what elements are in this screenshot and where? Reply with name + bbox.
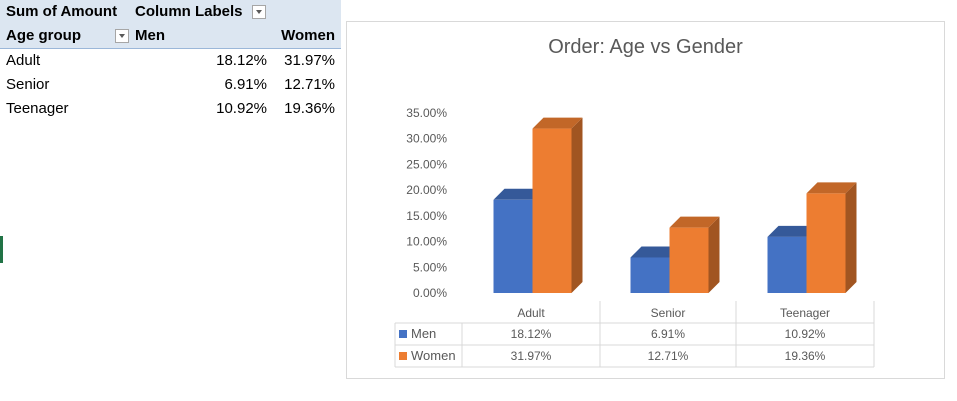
row-label: Teenager: [6, 100, 69, 117]
pivot-table: Sum of Amount Column Labels Age group Me…: [0, 0, 341, 121]
legend-label-men: Men: [411, 326, 436, 341]
column-labels-filter-dropdown[interactable]: [252, 5, 266, 19]
men-column-header: Men: [135, 27, 165, 44]
category-label: Teenager: [780, 306, 830, 320]
y-tick-label: 10.00%: [406, 235, 447, 249]
data-table-value: 10.92%: [785, 327, 826, 341]
women-value: 12.71%: [284, 76, 335, 93]
data-table-value: 31.97%: [511, 349, 552, 363]
legend-key-men: [399, 330, 407, 338]
bar-women-teenager[interactable]: [806, 182, 857, 293]
table-row: Teenager 10.92% 19.36%: [0, 97, 341, 121]
table-row: Senior 6.91% 12.71%: [0, 73, 341, 97]
data-table-value: 18.12%: [511, 327, 552, 341]
y-tick-label: 20.00%: [406, 183, 447, 197]
sum-of-amount-label: Sum of Amount: [6, 3, 118, 20]
category-label: Adult: [517, 306, 545, 320]
selection-indicator: [0, 236, 3, 263]
data-table-value: 19.36%: [785, 349, 826, 363]
table-row: Adult 18.12% 31.97%: [0, 49, 341, 73]
column-labels-label: Column Labels: [135, 3, 243, 20]
y-tick-label: 15.00%: [406, 209, 447, 223]
y-tick-label: 30.00%: [406, 132, 447, 146]
bar-women-senior[interactable]: [669, 216, 720, 293]
y-tick-label: 5.00%: [413, 260, 447, 274]
data-table-value: 12.71%: [648, 349, 689, 363]
y-tick-label: 25.00%: [406, 157, 447, 171]
y-tick-label: 35.00%: [406, 106, 447, 120]
pivot-header-row-1: Sum of Amount Column Labels: [0, 0, 341, 24]
age-group-label: Age group: [6, 27, 81, 44]
data-table-value: 6.91%: [651, 327, 685, 341]
legend-key-women: [399, 352, 407, 360]
row-label: Senior: [6, 76, 50, 93]
chart-title: Order: Age vs Gender: [548, 36, 743, 58]
pivot-chart[interactable]: Order: Age vs Gender 0.00% 5.00% 10.00% 15.…: [346, 21, 945, 379]
legend-label-women: Women: [411, 348, 456, 363]
men-value: 6.91%: [224, 76, 267, 93]
women-value: 31.97%: [284, 52, 335, 69]
age-group-filter-dropdown[interactable]: [115, 29, 129, 43]
y-tick-label: 0.00%: [413, 286, 447, 300]
men-value: 18.12%: [216, 52, 267, 69]
women-value: 19.36%: [284, 100, 335, 117]
category-label: Senior: [651, 306, 686, 320]
men-value: 10.92%: [216, 100, 267, 117]
bar-women-adult[interactable]: [532, 117, 583, 293]
chart-plot: 0.00% 5.00% 10.00% 15.00% 20.00% 25.00% 30.00%…: [394, 106, 875, 368]
pivot-header-row-2: Age group Men Women: [0, 24, 341, 49]
women-column-header: Women: [281, 27, 335, 44]
row-label: Adult: [6, 52, 41, 69]
